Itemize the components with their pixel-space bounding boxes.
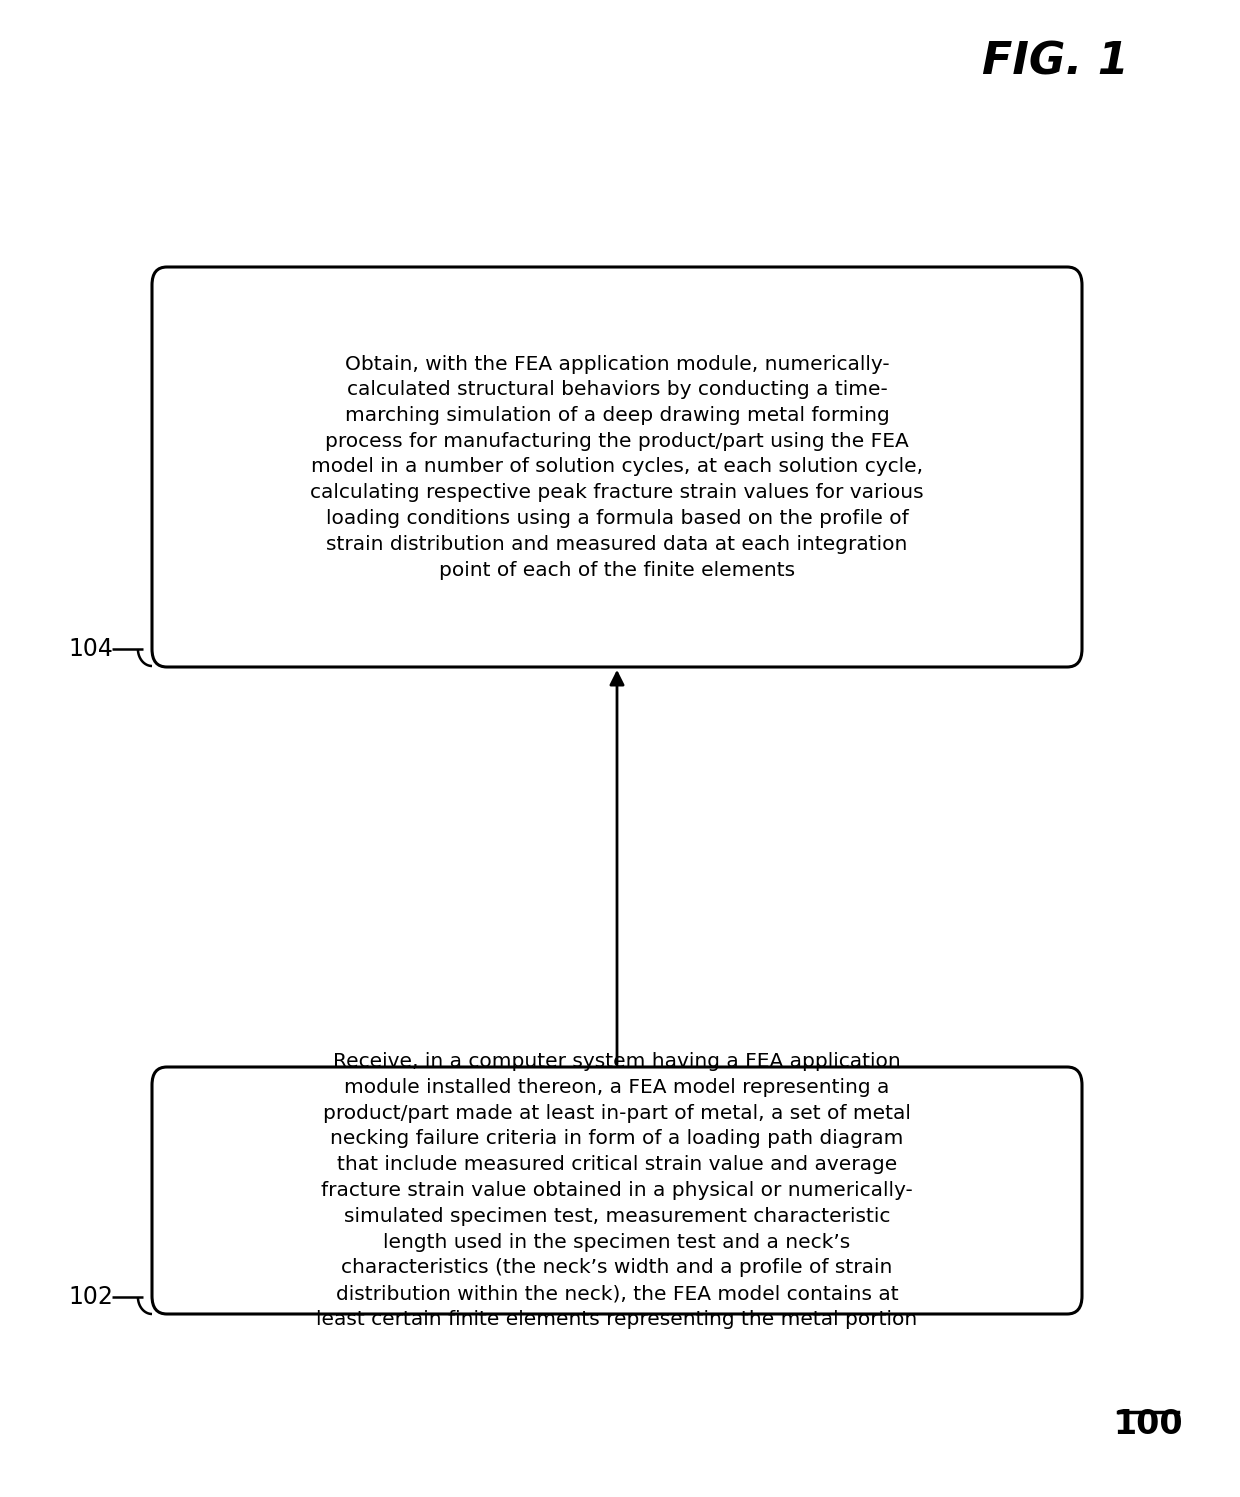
Text: Receive, in a computer system having a FEA application
module installed thereon,: Receive, in a computer system having a F… — [316, 1052, 918, 1329]
Text: 100: 100 — [1114, 1409, 1183, 1442]
Text: Obtain, with the FEA application module, numerically-
calculated structural beha: Obtain, with the FEA application module,… — [310, 355, 924, 579]
Text: 102: 102 — [68, 1284, 113, 1308]
FancyBboxPatch shape — [153, 266, 1083, 668]
FancyBboxPatch shape — [153, 1067, 1083, 1314]
Text: 104: 104 — [68, 638, 113, 662]
Text: FIG. 1: FIG. 1 — [982, 40, 1128, 84]
